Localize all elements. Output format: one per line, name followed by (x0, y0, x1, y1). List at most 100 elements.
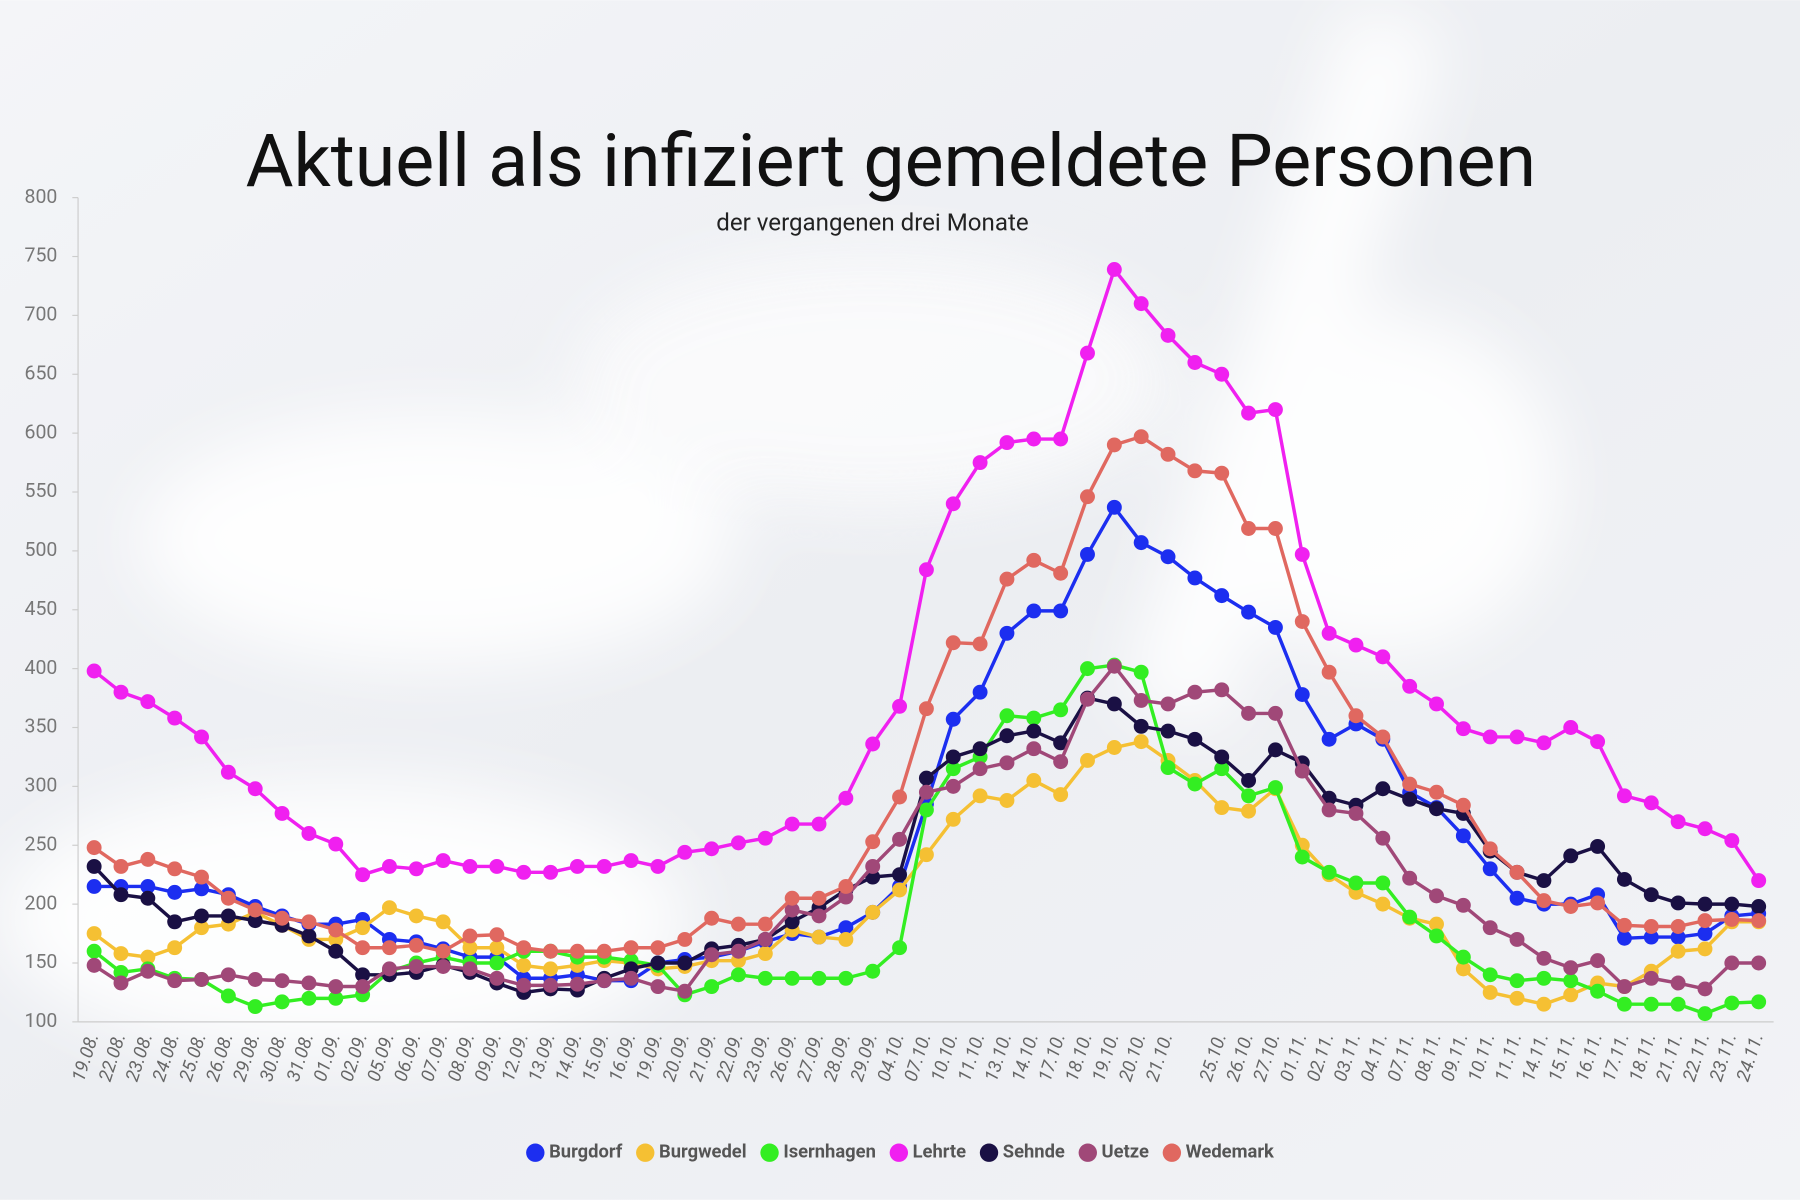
data-point (1026, 773, 1042, 788)
data-point (1643, 996, 1659, 1012)
data-point (704, 979, 720, 995)
data-point (918, 784, 934, 800)
data-point (677, 844, 693, 860)
data-point (489, 970, 505, 986)
data-point (86, 926, 102, 942)
data-point (865, 869, 881, 885)
data-point (194, 729, 209, 745)
data-point (1133, 429, 1149, 445)
legend-label: Lehrte (913, 1142, 967, 1163)
data-point (1294, 687, 1310, 702)
data-point (972, 741, 988, 757)
data-point (1241, 803, 1257, 819)
data-point (1563, 848, 1579, 864)
data-point (86, 840, 102, 856)
data-point (1214, 761, 1230, 777)
data-point (1026, 710, 1042, 726)
data-point (1429, 696, 1444, 712)
data-point (355, 920, 371, 936)
data-point (865, 858, 881, 874)
data-point (1616, 930, 1632, 946)
data-point (1375, 649, 1391, 665)
data-point (945, 496, 961, 512)
data-point (1455, 897, 1471, 913)
data-point (1133, 692, 1149, 708)
data-point (1724, 955, 1740, 971)
data-point (1026, 552, 1042, 568)
data-point (1080, 345, 1095, 361)
data-point (1509, 990, 1525, 1006)
data-point (355, 867, 371, 883)
data-point (838, 920, 854, 936)
data-point (140, 694, 156, 710)
y-tick-label: 300 (25, 774, 58, 797)
legend: Burgdorf Burgwedel Isernhagen Lehrte Sehnde U… (526, 1142, 1274, 1163)
data-point (1724, 995, 1740, 1011)
data-point (623, 940, 639, 956)
data-point (1536, 893, 1552, 909)
data-point (1670, 996, 1686, 1012)
data-point (435, 943, 451, 959)
data-point (1616, 871, 1632, 887)
data-point (784, 902, 800, 918)
data-point (945, 711, 961, 727)
y-tick-label: 250 (25, 832, 58, 855)
data-point (274, 994, 290, 1010)
data-point (677, 983, 693, 999)
data-point (918, 562, 934, 578)
data-point (328, 922, 344, 938)
data-point (1214, 800, 1230, 816)
data-point (999, 728, 1015, 744)
data-point (86, 663, 102, 679)
data-point (1294, 763, 1310, 779)
data-point (1267, 705, 1283, 721)
data-point (1241, 773, 1257, 788)
data-point (945, 778, 961, 794)
data-point (1053, 787, 1069, 803)
data-point (328, 943, 344, 959)
data-point (1751, 994, 1767, 1010)
data-point (1267, 521, 1283, 536)
legend-label: Isernhagen (783, 1142, 876, 1163)
data-point (435, 959, 451, 974)
y-tick-label: 100 (25, 1009, 58, 1032)
data-point (1697, 913, 1713, 929)
legend-item: Burgdorf (526, 1142, 623, 1163)
legend-item: Burgwedel (636, 1142, 747, 1163)
data-point (1455, 721, 1471, 737)
data-point (1455, 797, 1471, 813)
data-point (113, 887, 129, 903)
data-point (945, 749, 961, 765)
data-point (167, 914, 183, 930)
data-point (1697, 896, 1713, 912)
legend-item: Lehrte (889, 1142, 967, 1163)
data-point (1214, 588, 1230, 604)
legend-item: Isernhagen (760, 1142, 876, 1163)
data-point (1670, 895, 1686, 911)
data-point (784, 816, 800, 832)
data-point (462, 940, 478, 956)
data-point (999, 708, 1015, 724)
data-point (811, 908, 827, 924)
legend-item: Wedemark (1162, 1142, 1274, 1163)
data-point (543, 864, 559, 880)
data-point (1106, 740, 1122, 755)
data-point (1616, 979, 1632, 995)
data-point (731, 943, 746, 959)
data-point (972, 636, 988, 652)
data-point (543, 961, 559, 977)
data-point (1026, 603, 1042, 619)
data-point (1402, 909, 1418, 925)
data-point (677, 955, 693, 971)
data-point (731, 916, 746, 932)
y-tick-label: 500 (25, 538, 58, 561)
data-point (569, 976, 585, 992)
data-point (167, 940, 183, 956)
y-tick-label: 750 (25, 244, 58, 267)
data-point (220, 967, 236, 983)
data-point (86, 957, 102, 973)
data-point (274, 973, 290, 989)
data-point (918, 770, 934, 786)
data-point (999, 435, 1015, 451)
data-point (1616, 788, 1632, 804)
